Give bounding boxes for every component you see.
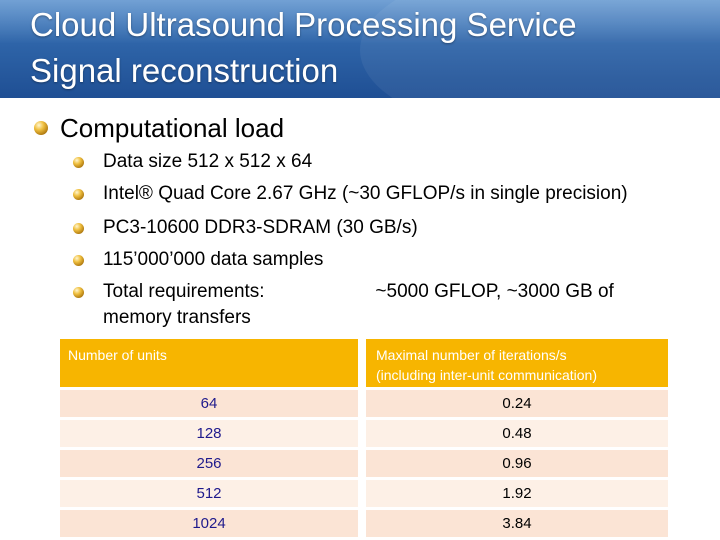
header-iterations-line-1: Maximal number of iterations/s [376,347,567,363]
sub-bullet-text: Intel® Quad Core 2.67 GHz (~30 GFLOP/s i… [103,183,628,204]
cell-iterations: 1.92 [358,480,668,507]
sub-bullet-text: Data size 512 x 512 x 64 [103,151,313,172]
main-bullet-text: Computational load [60,113,285,143]
sub-bullet-text: 115’000’000 data samples [103,249,324,270]
table-row: 512 1.92 [60,480,668,507]
gold-ball-bullet-icon [73,223,84,234]
cell-units: 1024 [60,510,358,537]
slide-title-line-2: Signal reconstruction [30,52,339,89]
slide-title-line-1: Cloud Ultrasound Processing Service [30,6,577,43]
gold-ball-bullet-icon [73,287,84,298]
table-row: 1024 3.84 [60,510,668,537]
header-number-of-units: Number of units [60,339,358,387]
cell-units: 128 [60,420,358,447]
cell-units: 64 [60,390,358,417]
cell-units: 512 [60,480,358,507]
cell-iterations: 0.24 [358,390,668,417]
title-bar: Cloud Ultrasound Processing Service Sign… [0,0,720,98]
table-row: 64 0.24 [60,390,668,417]
gold-ball-bullet-icon [73,255,84,266]
gold-ball-bullet-icon [73,189,84,200]
table-row: 128 0.48 [60,420,668,447]
cell-iterations: 0.48 [358,420,668,447]
sub-bullet-text: PC3-10600 DDR3-SDRAM (30 GB/s) [103,217,418,238]
header-iterations: Maximal number of iterations/s (includin… [358,339,668,387]
gold-ball-bullet-icon [34,121,48,135]
table-row: 256 0.96 [60,450,668,477]
performance-table: Number of units Maximal number of iterat… [60,336,668,540]
table-header-row: Number of units Maximal number of iterat… [60,339,668,387]
cell-iterations: 0.96 [358,450,668,477]
cell-units: 256 [60,450,358,477]
sub-bullet-continuation-text: memory transfers [103,307,251,328]
gold-ball-bullet-icon [73,157,84,168]
header-iterations-line-2: (including inter-unit communication) [376,367,597,383]
cell-iterations: 3.84 [358,510,668,537]
slide-title: Cloud Ultrasound Processing Service Sign… [30,2,577,94]
sub-bullet-text: Total requirements: ~5000 GFLOP, ~3000 G… [103,281,614,302]
